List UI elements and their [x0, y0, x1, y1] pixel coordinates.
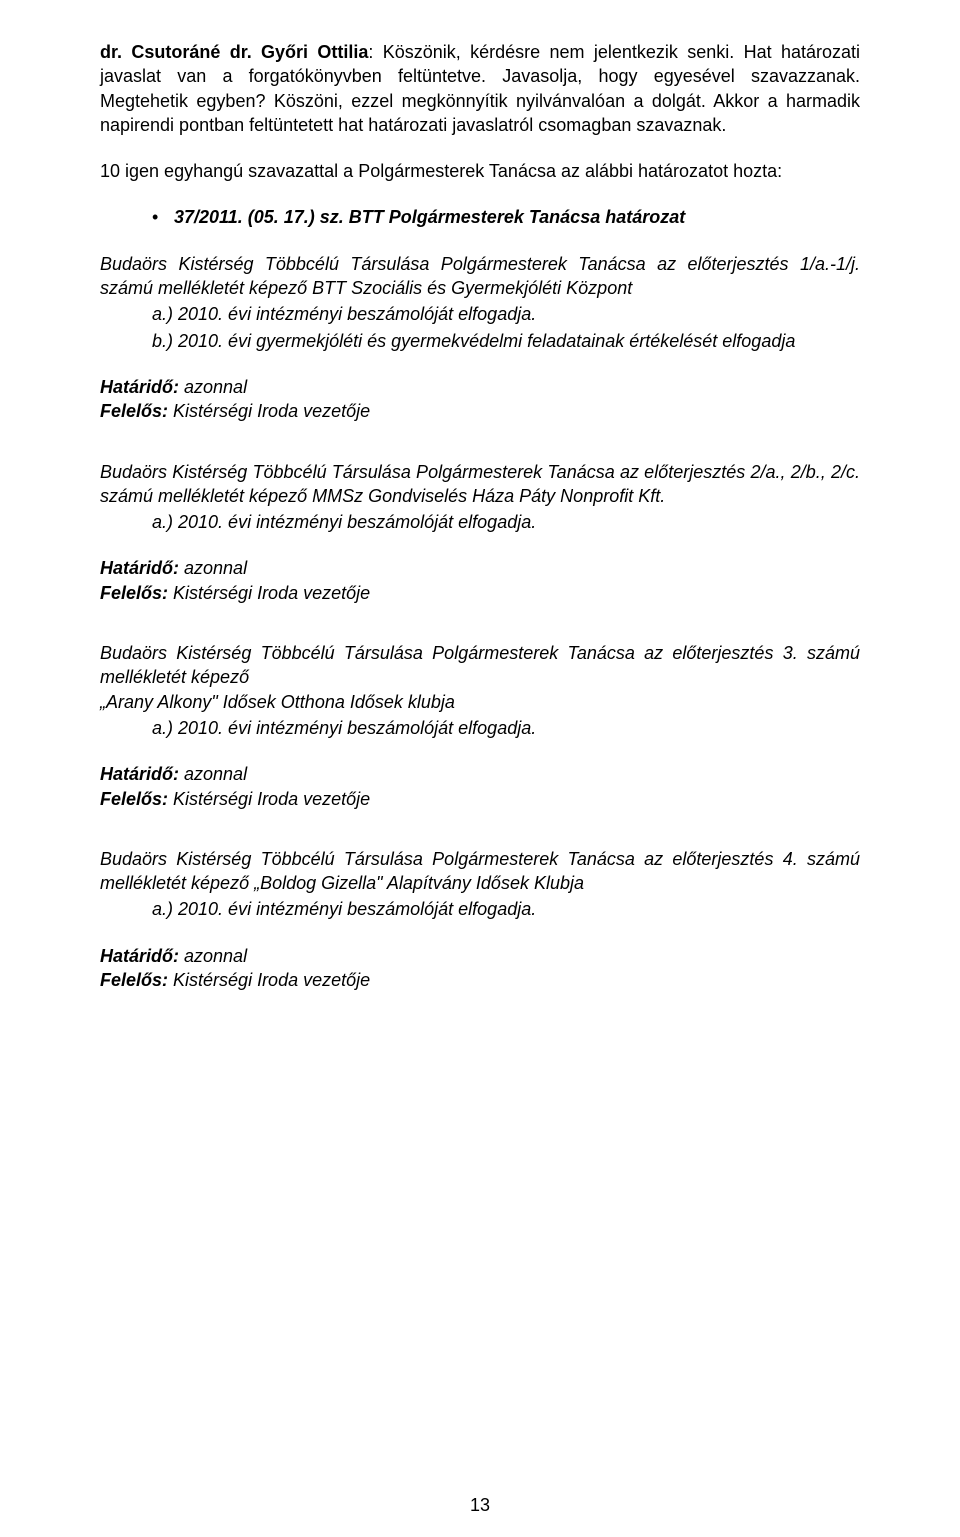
speaker-name: dr. Csutoráné dr. Győri Ottilia: [100, 42, 368, 62]
resolution-title: 37/2011. (05. 17.) sz. BTT Polgármestere…: [174, 205, 860, 229]
felelos-label-3: Felelős:: [100, 789, 168, 809]
paragraph-vote: 10 igen egyhangú szavazattal a Polgármes…: [100, 159, 860, 183]
felelos-label-2: Felelős:: [100, 583, 168, 603]
hatarido-value-4: azonnal: [179, 946, 247, 966]
block4-footer: Határidő: azonnal Felelős: Kistérségi Ir…: [100, 944, 860, 993]
block1-item-a: a.) 2010. évi intézményi beszámolóját el…: [152, 302, 860, 326]
felelos-value: Kistérségi Iroda vezetője: [168, 401, 370, 421]
block4-intro: Budaörs Kistérség Többcélú Társulása Pol…: [100, 847, 860, 896]
hatarido-value: azonnal: [179, 377, 247, 397]
hatarido-value-3: azonnal: [179, 764, 247, 784]
block3-intro: Budaörs Kistérség Többcélú Társulása Pol…: [100, 641, 860, 714]
entity-line-3: Budaörs Kistérség Többcélú Társulása Pol…: [100, 643, 773, 663]
entity-line-4: Budaörs Kistérség Többcélú Társulása Pol…: [100, 849, 773, 869]
paragraph-speaker: dr. Csutoráné dr. Győri Ottilia: Köszöni…: [100, 40, 860, 137]
hatarido-label-4: Határidő:: [100, 946, 179, 966]
hatarido-label: Határidő:: [100, 377, 179, 397]
page-number: 13: [0, 1493, 960, 1517]
felelos-value-2: Kistérségi Iroda vezetője: [168, 583, 370, 603]
document-page: dr. Csutoráné dr. Győri Ottilia: Köszöni…: [0, 0, 960, 1537]
block3-line2: „Arany Alkony" Idősek Otthona Idősek klu…: [100, 692, 455, 712]
block1-item-b: b.) 2010. évi gyermekjóléti és gyermekvé…: [152, 329, 860, 353]
hatarido-label-2: Határidő:: [100, 558, 179, 578]
felelos-value-4: Kistérségi Iroda vezetője: [168, 970, 370, 990]
block2-footer: Határidő: azonnal Felelős: Kistérségi Ir…: [100, 556, 860, 605]
felelos-label: Felelős:: [100, 401, 168, 421]
block1-footer: Határidő: azonnal Felelős: Kistérségi Ir…: [100, 375, 860, 424]
hatarido-label-3: Határidő:: [100, 764, 179, 784]
hatarido-value-2: azonnal: [179, 558, 247, 578]
block4-item-a: a.) 2010. évi intézményi beszámolóját el…: [152, 897, 860, 921]
felelos-value-3: Kistérségi Iroda vezetője: [168, 789, 370, 809]
resolution-bullet: • 37/2011. (05. 17.) sz. BTT Polgármeste…: [100, 205, 860, 229]
block3-item-a: a.) 2010. évi intézményi beszámolóját el…: [152, 716, 860, 740]
entity-line: Budaörs Kistérség Többcélú Társulása Pol…: [100, 254, 789, 274]
felelos-label-4: Felelős:: [100, 970, 168, 990]
block1-intro: Budaörs Kistérség Többcélú Társulása Pol…: [100, 252, 860, 301]
block2-intro: Budaörs Kistérség Többcélú Társulása Pol…: [100, 460, 860, 509]
bullet-dot-icon: •: [152, 205, 174, 229]
block2-item-a: a.) 2010. évi intézményi beszámolóját el…: [152, 510, 860, 534]
block3-footer: Határidő: azonnal Felelős: Kistérségi Ir…: [100, 762, 860, 811]
entity-line-2: Budaörs Kistérség Többcélú Társulása Pol…: [100, 462, 745, 482]
